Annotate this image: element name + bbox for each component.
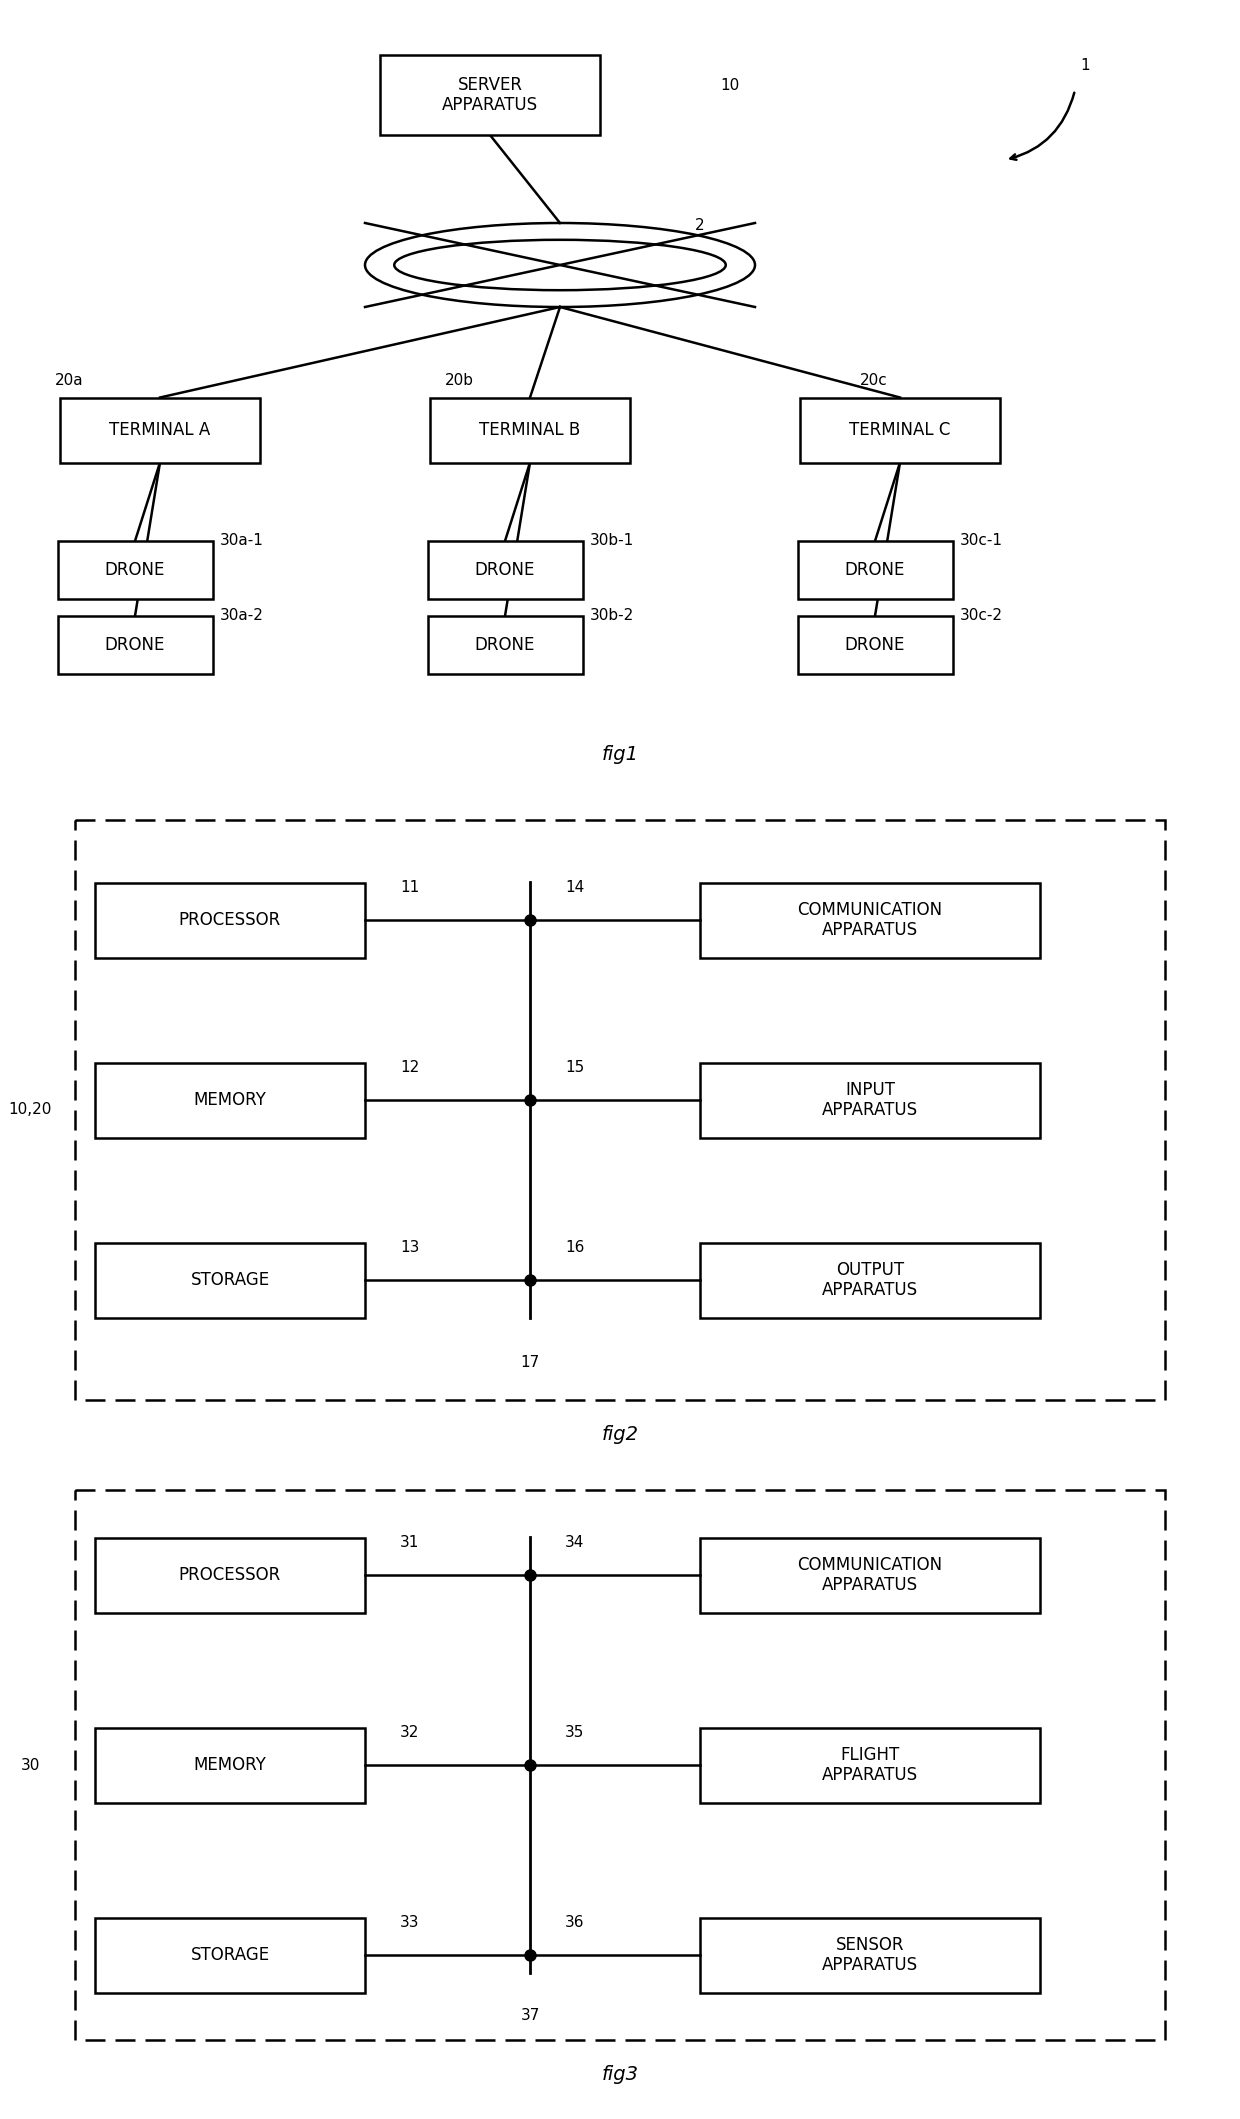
Text: MEMORY: MEMORY bbox=[193, 1757, 267, 1774]
Text: 30c-1: 30c-1 bbox=[960, 534, 1003, 549]
Text: 17: 17 bbox=[521, 1354, 539, 1371]
FancyBboxPatch shape bbox=[95, 1727, 365, 1803]
Text: 35: 35 bbox=[565, 1725, 584, 1740]
Text: 20a: 20a bbox=[55, 373, 83, 388]
Text: 31: 31 bbox=[401, 1534, 419, 1549]
Text: 16: 16 bbox=[565, 1240, 584, 1254]
Text: 12: 12 bbox=[401, 1060, 419, 1074]
Text: fig1: fig1 bbox=[601, 746, 639, 765]
Text: 30c-2: 30c-2 bbox=[960, 608, 1003, 623]
Text: COMMUNICATION
APPARATUS: COMMUNICATION APPARATUS bbox=[797, 1555, 942, 1593]
Text: TERMINAL B: TERMINAL B bbox=[480, 422, 580, 439]
FancyBboxPatch shape bbox=[57, 617, 212, 674]
FancyBboxPatch shape bbox=[95, 1242, 365, 1318]
FancyBboxPatch shape bbox=[797, 617, 952, 674]
Text: DRONE: DRONE bbox=[475, 562, 536, 578]
Text: 30b-1: 30b-1 bbox=[590, 534, 634, 549]
FancyBboxPatch shape bbox=[95, 1538, 365, 1613]
Text: 33: 33 bbox=[401, 1916, 419, 1930]
Text: STORAGE: STORAGE bbox=[191, 1945, 269, 1964]
Text: STORAGE: STORAGE bbox=[191, 1271, 269, 1288]
Text: FLIGHT
APPARATUS: FLIGHT APPARATUS bbox=[822, 1746, 918, 1784]
Text: PROCESSOR: PROCESSOR bbox=[179, 911, 281, 928]
Text: 2: 2 bbox=[694, 218, 704, 233]
Text: PROCESSOR: PROCESSOR bbox=[179, 1566, 281, 1585]
FancyBboxPatch shape bbox=[701, 882, 1040, 958]
Text: fig3: fig3 bbox=[601, 2066, 639, 2085]
Text: 32: 32 bbox=[401, 1725, 419, 1740]
Text: SENSOR
APPARATUS: SENSOR APPARATUS bbox=[822, 1935, 918, 1975]
FancyBboxPatch shape bbox=[74, 820, 1166, 1401]
Ellipse shape bbox=[365, 222, 755, 307]
Text: DRONE: DRONE bbox=[475, 636, 536, 655]
Text: DRONE: DRONE bbox=[105, 562, 165, 578]
Text: 30: 30 bbox=[20, 1757, 40, 1771]
FancyBboxPatch shape bbox=[95, 882, 365, 958]
FancyBboxPatch shape bbox=[74, 1490, 1166, 2041]
FancyBboxPatch shape bbox=[95, 1062, 365, 1138]
FancyBboxPatch shape bbox=[701, 1727, 1040, 1803]
FancyBboxPatch shape bbox=[701, 1062, 1040, 1138]
Text: 20c: 20c bbox=[861, 373, 888, 388]
Text: SERVER
APPARATUS: SERVER APPARATUS bbox=[441, 76, 538, 114]
Text: DRONE: DRONE bbox=[844, 636, 905, 655]
FancyBboxPatch shape bbox=[57, 540, 212, 600]
Text: 36: 36 bbox=[565, 1916, 584, 1930]
FancyBboxPatch shape bbox=[701, 1538, 1040, 1613]
Text: MEMORY: MEMORY bbox=[193, 1091, 267, 1108]
FancyBboxPatch shape bbox=[60, 398, 260, 462]
FancyBboxPatch shape bbox=[800, 398, 999, 462]
Text: 34: 34 bbox=[565, 1534, 584, 1549]
Text: 14: 14 bbox=[565, 879, 584, 894]
FancyBboxPatch shape bbox=[430, 398, 630, 462]
FancyBboxPatch shape bbox=[797, 540, 952, 600]
Text: 10: 10 bbox=[720, 78, 739, 93]
Text: fig2: fig2 bbox=[601, 1426, 639, 1445]
Text: 30a-2: 30a-2 bbox=[219, 608, 264, 623]
Text: COMMUNICATION
APPARATUS: COMMUNICATION APPARATUS bbox=[797, 901, 942, 939]
Text: DRONE: DRONE bbox=[105, 636, 165, 655]
Text: 10,20: 10,20 bbox=[9, 1102, 52, 1117]
Text: TERMINAL C: TERMINAL C bbox=[849, 422, 951, 439]
FancyBboxPatch shape bbox=[95, 1918, 365, 1992]
Text: 30b-2: 30b-2 bbox=[590, 608, 634, 623]
Text: 11: 11 bbox=[401, 879, 419, 894]
FancyBboxPatch shape bbox=[428, 617, 583, 674]
Text: 15: 15 bbox=[565, 1060, 584, 1074]
Text: 37: 37 bbox=[521, 2009, 539, 2024]
Text: TERMINAL A: TERMINAL A bbox=[109, 422, 211, 439]
Text: 20b: 20b bbox=[445, 373, 474, 388]
Text: OUTPUT
APPARATUS: OUTPUT APPARATUS bbox=[822, 1261, 918, 1299]
FancyBboxPatch shape bbox=[701, 1242, 1040, 1318]
FancyBboxPatch shape bbox=[379, 55, 600, 136]
Text: DRONE: DRONE bbox=[844, 562, 905, 578]
Text: INPUT
APPARATUS: INPUT APPARATUS bbox=[822, 1081, 918, 1119]
Text: 1: 1 bbox=[1080, 57, 1090, 72]
FancyBboxPatch shape bbox=[428, 540, 583, 600]
Text: 30a-1: 30a-1 bbox=[219, 534, 264, 549]
FancyBboxPatch shape bbox=[701, 1918, 1040, 1992]
Text: 13: 13 bbox=[401, 1240, 419, 1254]
